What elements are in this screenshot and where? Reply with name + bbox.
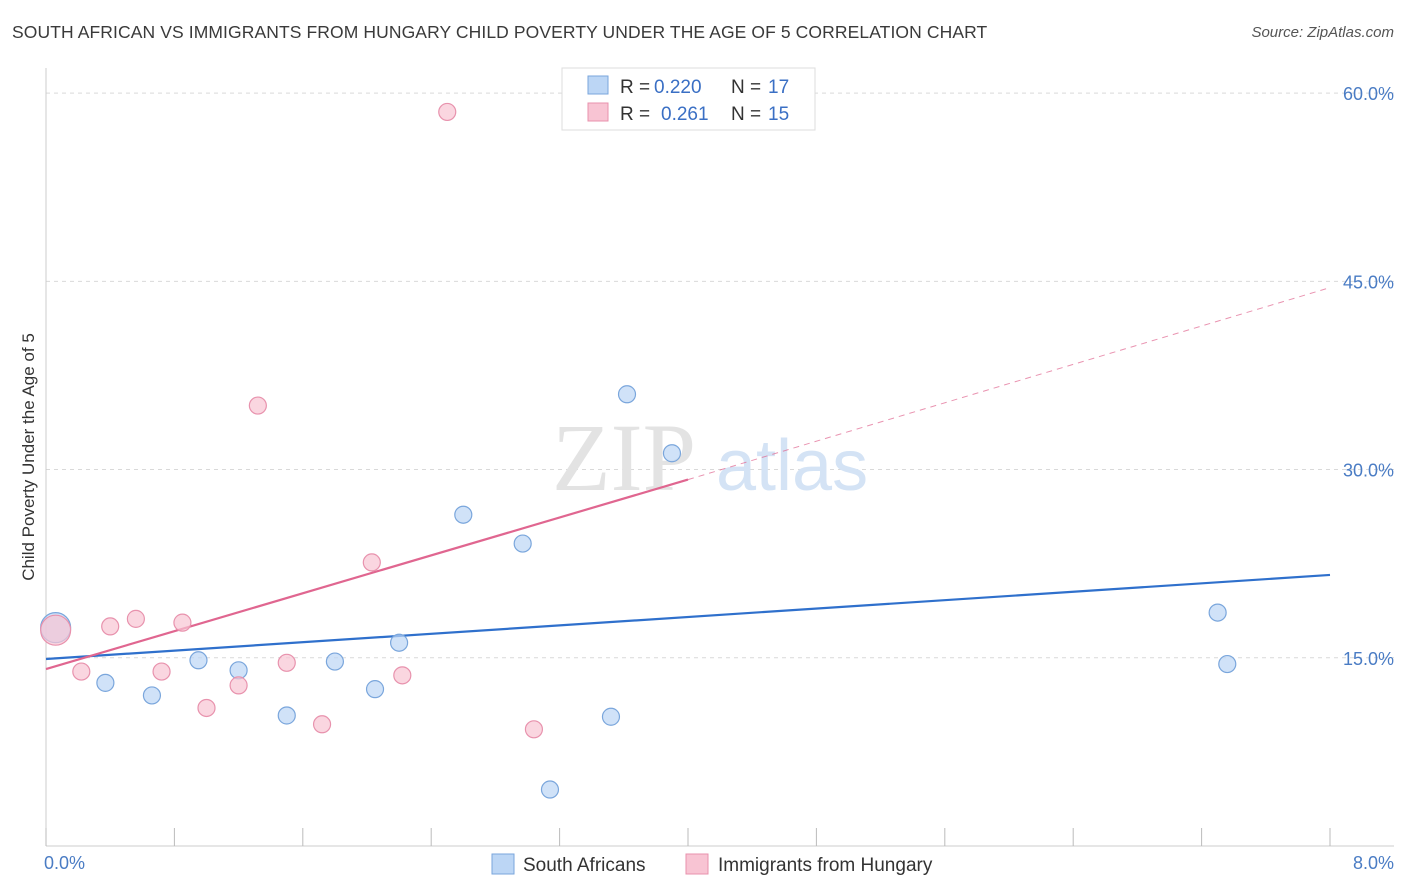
point-south-africans-6 (325, 652, 344, 671)
axis-layer (45, 68, 1394, 847)
point-hungary-13 (438, 102, 457, 122)
y-axis-label: Child Poverty Under the Age of 5 (19, 333, 38, 581)
legend-swatch-hungary (587, 102, 609, 122)
points-layer (40, 102, 1237, 799)
point-hungary-5 (173, 613, 192, 632)
point-south-africans-15 (1208, 603, 1227, 622)
point-south-africans-9 (454, 505, 473, 524)
y-tick-label-0: 15.0% (1343, 649, 1394, 669)
point-hungary-8 (248, 396, 267, 415)
source-label: Source: ZipAtlas.com (1251, 24, 1394, 41)
legend-r-value-1: 0.220 (654, 77, 702, 98)
y-tick-label-2: 45.0% (1343, 272, 1394, 292)
point-south-africans-13 (617, 385, 637, 404)
x-tick-label-min: 0.0% (44, 853, 85, 873)
legend-n-value-1: 17 (768, 77, 789, 98)
point-hungary-11 (362, 553, 381, 572)
point-hungary-6 (197, 698, 216, 718)
y-tick-label-3: 60.0% (1343, 84, 1394, 104)
point-hungary-7 (229, 676, 248, 695)
point-south-africans-4 (229, 661, 248, 680)
y-tick-labels: 15.0% 30.0% 45.0% 60.0% (1343, 84, 1394, 669)
series-legend: South Africans Immigrants from Hungary (491, 853, 933, 876)
grid-layer (46, 92, 1394, 659)
point-hungary-0 (40, 614, 72, 646)
point-hungary-2 (101, 617, 120, 636)
legend-r-value-2: 0.261 (661, 104, 709, 125)
series-legend-swatch-south-africans (491, 853, 515, 875)
series-legend-label-south-africans: South Africans (523, 855, 646, 876)
trend-line-south-africans (45, 573, 1331, 661)
point-hungary-10 (312, 715, 332, 734)
legend-n-label-1: N = (731, 77, 761, 98)
chart-title: SOUTH AFRICAN VS IMMIGRANTS FROM HUNGARY… (12, 22, 988, 42)
point-south-africans-12 (601, 707, 621, 726)
point-hungary-9 (277, 653, 296, 672)
legend-n-value-2: 15 (768, 104, 789, 125)
x-tick-label-max: 8.0% (1353, 853, 1394, 873)
point-south-africans-10 (513, 534, 532, 553)
point-south-africans-16 (1218, 654, 1237, 674)
trend-line-hungary-extension (687, 287, 1331, 481)
trend-line-hungary (45, 478, 689, 671)
point-south-africans-1 (96, 673, 115, 692)
point-hungary-12 (393, 666, 412, 685)
point-hungary-14 (524, 720, 544, 739)
legend-swatch-south-africans (587, 75, 609, 95)
point-hungary-4 (152, 662, 171, 681)
stats-legend: R = 0.220 N = 17 R = 0.261 N = 15 (561, 67, 816, 131)
series-legend-swatch-hungary (685, 853, 709, 875)
series-legend-label-hungary: Immigrants from Hungary (718, 855, 933, 876)
y-tick-label-1: 30.0% (1343, 461, 1394, 481)
point-south-africans-3 (189, 651, 208, 670)
watermark-atlas: atlas (716, 426, 868, 506)
point-south-africans-8 (390, 633, 409, 652)
point-south-africans-11 (540, 780, 560, 799)
legend-r-label-1: R = (620, 77, 650, 98)
point-hungary-1 (72, 662, 91, 681)
point-south-africans-14 (662, 444, 682, 463)
legend-n-label-2: N = (731, 104, 761, 125)
point-south-africans-2 (142, 686, 162, 705)
point-south-africans-7 (365, 680, 385, 699)
point-south-africans-5 (277, 706, 296, 725)
trend-layer (45, 287, 1331, 671)
legend-r-label-2: R = (620, 104, 650, 125)
point-hungary-3 (126, 609, 145, 628)
